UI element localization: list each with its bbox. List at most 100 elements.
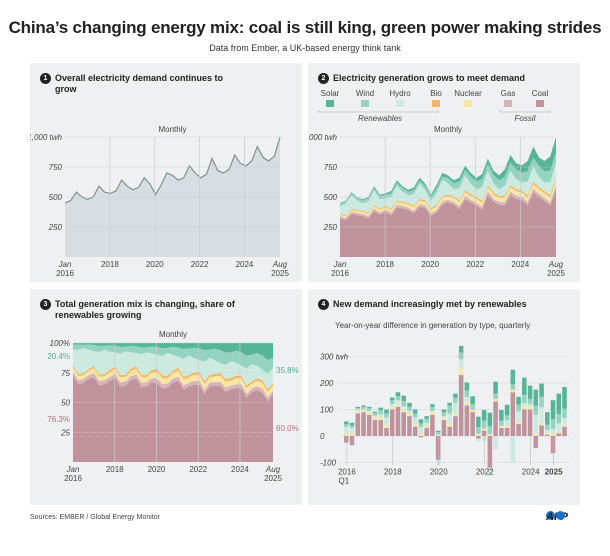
bar-hydro xyxy=(378,414,384,417)
bar-nuclear xyxy=(430,412,435,415)
x-tick-label: 2024 xyxy=(522,468,540,477)
bar-wind xyxy=(435,432,441,435)
bar-hydro xyxy=(412,417,418,425)
share-area-hydro xyxy=(73,348,273,389)
y-tick-label: 750 xyxy=(324,163,338,172)
bar-nuclear xyxy=(481,428,487,431)
area-solar xyxy=(340,137,556,204)
bar-wind xyxy=(533,405,539,415)
bar-nuclear xyxy=(470,409,475,413)
bar-solar xyxy=(562,386,567,409)
x-tick-label: Aug xyxy=(272,260,288,269)
chart-subtitle: Monthly xyxy=(159,330,187,339)
bar-coal xyxy=(395,406,401,436)
bar-solar xyxy=(545,412,550,425)
bar-hydro xyxy=(545,429,550,433)
bar-nuclear xyxy=(424,425,429,429)
y-tick-label: 750 xyxy=(49,163,63,172)
bar-nuclear xyxy=(412,424,418,427)
bar-nuclear xyxy=(361,409,366,413)
bar-wind xyxy=(522,394,527,403)
fossil-bracket xyxy=(499,110,551,113)
bar-solar xyxy=(412,409,418,414)
bar-nuclear xyxy=(516,421,521,425)
x-tick-label: 2022 xyxy=(466,260,484,269)
y-tick-label: 1,000 twh xyxy=(30,133,63,142)
bar-wind xyxy=(516,404,521,412)
bar-hydro xyxy=(550,428,556,434)
bar-solar xyxy=(510,369,516,385)
bar-solar xyxy=(407,402,412,407)
area-nuclear xyxy=(340,180,556,219)
panel-number-badge: 1 xyxy=(40,73,51,84)
area-coal xyxy=(340,188,556,257)
fossil-end-label: 60.0% xyxy=(276,424,299,433)
x-tick-label: 2018 xyxy=(101,260,119,269)
bar-solar xyxy=(389,397,395,401)
bar-wind xyxy=(464,390,470,398)
bar-solar xyxy=(441,409,447,413)
bar-wind xyxy=(539,396,544,408)
bar-coal xyxy=(481,430,487,436)
panel-number-badge: 2 xyxy=(318,73,329,84)
bar-hydro xyxy=(349,428,355,434)
bar-coal xyxy=(378,420,384,436)
bar-coal xyxy=(487,436,493,468)
bar-hydro xyxy=(533,414,539,434)
bar-coal xyxy=(562,426,567,436)
panel-title-text: Overall electricity demand continues to … xyxy=(55,73,224,94)
bar-coal xyxy=(447,426,452,436)
bar-hydro xyxy=(418,427,424,434)
bar-coal xyxy=(389,409,395,436)
bar-coal xyxy=(516,424,521,436)
bar-nuclear xyxy=(550,433,556,436)
bar-wind xyxy=(395,396,401,401)
y-tick-label: 250 xyxy=(48,223,63,232)
bar-solar xyxy=(550,400,556,420)
bar-coal xyxy=(522,409,527,436)
bar-hydro xyxy=(562,417,567,425)
bar-coal xyxy=(539,425,544,436)
bar-hydro xyxy=(458,359,464,369)
bar-nuclear xyxy=(510,389,516,393)
bar-hydro xyxy=(401,406,406,409)
bar-wind xyxy=(361,406,366,410)
x-tick-label: 2024 xyxy=(231,465,249,474)
bar-hydro xyxy=(355,409,361,411)
bar-coal xyxy=(372,420,378,436)
legend-swatch-solar xyxy=(326,100,334,107)
bar-coal xyxy=(361,412,366,436)
bar-nuclear xyxy=(447,424,452,427)
legend-label: Gas xyxy=(501,89,516,98)
bar-solar xyxy=(435,430,441,433)
bar-solar xyxy=(430,404,435,407)
x-tick-label: Aug xyxy=(265,465,281,474)
bar-hydro xyxy=(372,415,378,417)
bar-hydro xyxy=(487,467,493,476)
bar-wind xyxy=(349,425,355,429)
bar-nuclear xyxy=(476,433,481,436)
area-wind xyxy=(340,152,556,206)
bar-wind xyxy=(378,410,384,415)
bar-nuclear xyxy=(545,432,550,435)
bar-nuclear xyxy=(355,410,361,414)
bar-hydro xyxy=(430,410,435,413)
y-tick-label: 75 xyxy=(61,369,70,378)
bar-solar xyxy=(366,406,372,409)
bar-solar xyxy=(499,410,504,421)
afp-logo-dot xyxy=(556,511,565,520)
x-tick-label: 2016 xyxy=(56,269,74,278)
bar-coal xyxy=(349,436,355,446)
bar-coal xyxy=(412,426,418,436)
bar-coal xyxy=(453,416,458,436)
bar-wind xyxy=(504,415,510,421)
x-tick-label: 2016 xyxy=(331,269,349,278)
bar-hydro xyxy=(441,416,447,418)
bar-solar xyxy=(384,409,389,414)
y-tick-label: 100% xyxy=(50,339,70,348)
bar-hydro xyxy=(516,411,521,422)
x-tick-label: 2024 xyxy=(511,260,529,269)
bar-nuclear xyxy=(487,433,493,436)
bar-wind xyxy=(487,425,493,434)
x-tick-label: Jan xyxy=(66,465,80,474)
